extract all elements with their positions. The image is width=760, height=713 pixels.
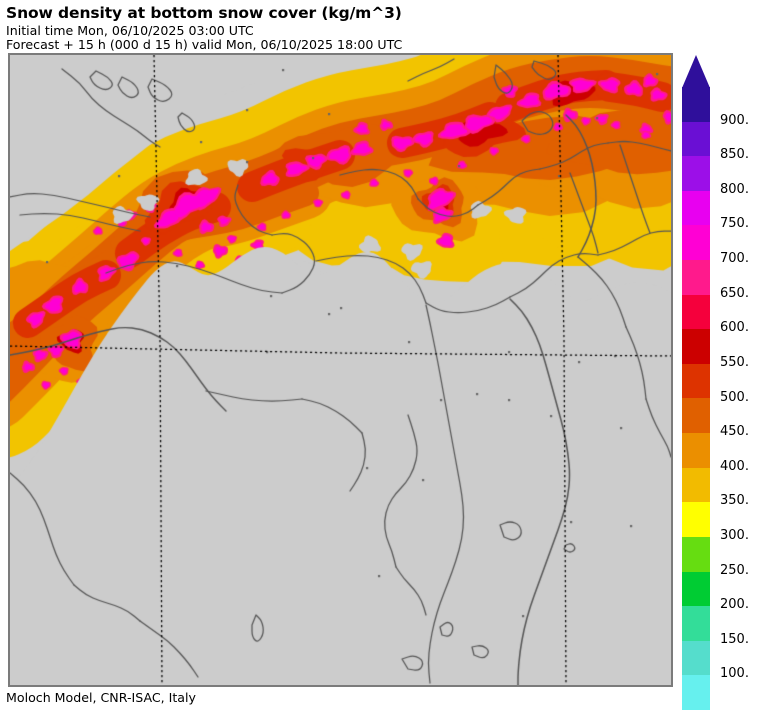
colorbar-segments — [682, 87, 710, 711]
colorbar-tick-label: 850. — [720, 147, 749, 163]
colorbar-segment — [682, 536, 710, 572]
colorbar-segment — [682, 606, 710, 641]
colorbar-segment — [682, 363, 710, 399]
colorbar-segment — [682, 640, 710, 676]
colorbar-segment — [682, 87, 710, 122]
colorbar-segment — [682, 433, 710, 468]
colorbar-segment — [682, 675, 710, 710]
colorbar-tick-label: 250. — [720, 562, 749, 578]
page-title: Snow density at bottom snow cover (kg/m^… — [6, 4, 402, 22]
forecast-validity-label: Forecast + 15 h (000 d 15 h) valid Mon, … — [6, 37, 403, 52]
colorbar-tick-labels: 900. 850. 800. 750. 700. 650. 600. 550. 500. 450.… — [720, 55, 760, 682]
colorbar-tick-label: 900. — [720, 112, 749, 128]
colorbar-segment — [682, 260, 710, 295]
colorbar-tick-label: 300. — [720, 527, 749, 543]
colorbar-tick-label: 550. — [720, 354, 749, 370]
colorbar-tick-label: 400. — [720, 458, 749, 474]
colorbar-tick-label: 800. — [720, 181, 749, 197]
colorbar-segment — [682, 329, 710, 364]
colorbar-tick-label: 350. — [720, 493, 749, 509]
colorbar-segment — [682, 398, 710, 434]
colorbar-tick-label: 450. — [720, 424, 749, 440]
colorbar-tick-label: 650. — [720, 285, 749, 301]
colorbar-segment — [682, 121, 710, 157]
model-credit: Moloch Model, CNR-ISAC, Italy — [6, 690, 196, 705]
map-raster — [10, 55, 671, 685]
colorbar-segment — [682, 467, 710, 503]
colorbar-tick-label: 150. — [720, 631, 749, 647]
colorbar-segment — [682, 294, 710, 330]
colorbar-tick-label: 700. — [720, 251, 749, 267]
colorbar-tick-label: 500. — [720, 389, 749, 405]
colorbar-segment — [682, 156, 710, 191]
colorbar-segment — [682, 571, 710, 607]
colorbar-tick-label: 750. — [720, 216, 749, 232]
colorbar-tick-label: 600. — [720, 320, 749, 336]
map-panel[interactable] — [8, 53, 673, 687]
initial-time-label: Initial time Mon, 06/10/2025 03:00 UTC — [6, 23, 254, 38]
colorbar-segment — [682, 502, 710, 537]
colorbar-extend-arrow-icon — [682, 55, 710, 88]
colorbar-tick-label: 200. — [720, 597, 749, 613]
colorbar-segment — [682, 225, 710, 261]
colorbar-segment — [682, 190, 710, 226]
colorbar-tick-label: 100. — [720, 666, 749, 682]
colorbar: 900. 850. 800. 750. 700. 650. 600. 550. 500. 450.… — [682, 55, 760, 710]
